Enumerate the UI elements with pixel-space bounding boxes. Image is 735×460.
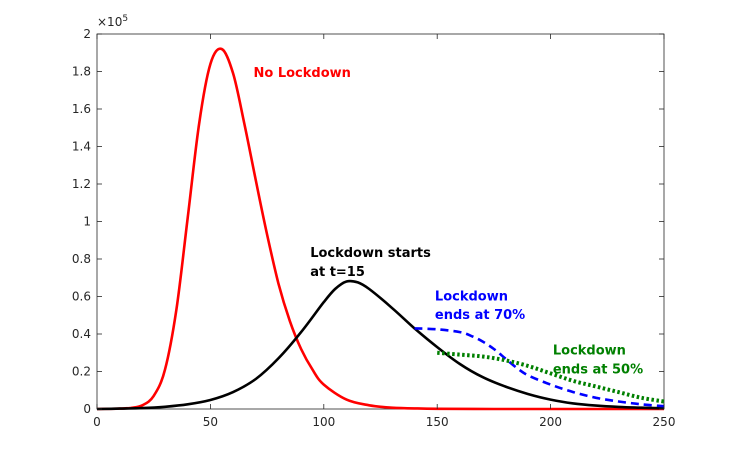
annotation-label: Lockdown xyxy=(435,289,508,304)
annotation-label: at t=15 xyxy=(310,265,365,280)
y-multiplier-base: ×10 xyxy=(97,15,122,29)
x-tick-label: 150 xyxy=(426,415,449,429)
y-tick-label: 1.6 xyxy=(72,102,91,116)
x-tick-label: 0 xyxy=(93,415,101,429)
y-tick-label: 1.4 xyxy=(72,140,91,154)
series-layer xyxy=(96,47,665,411)
y-tick-label: 1.8 xyxy=(72,65,91,79)
y-tick-label: 0.4 xyxy=(72,327,91,341)
annotation-label: ends at 70% xyxy=(435,308,525,323)
annotation-label: Lockdown starts xyxy=(310,246,431,261)
x-tick-label: 200 xyxy=(539,415,562,429)
y-tick-label: 0.8 xyxy=(72,252,91,266)
x-tick-label: 100 xyxy=(312,415,335,429)
y-tick-label: 1 xyxy=(83,215,91,229)
y-tick-label: 1.2 xyxy=(72,177,91,191)
annotations-layer: No Lockdown Lockdown starts at t=15 Lockdow… xyxy=(253,66,643,377)
annotation-label: ends at 50% xyxy=(553,362,643,377)
y-tick-label: 0.6 xyxy=(72,290,91,304)
y-multiplier-exponent: 5 xyxy=(122,14,128,24)
series-line-0 xyxy=(96,47,664,411)
series-line-1 xyxy=(96,279,665,411)
series-line-3 xyxy=(437,350,665,404)
x-tick-label: 50 xyxy=(203,415,218,429)
annotation-label: Lockdown xyxy=(553,344,626,359)
series-line-2 xyxy=(414,327,665,408)
annotation-label: No Lockdown xyxy=(253,66,350,81)
x-tick-label: 250 xyxy=(653,415,676,429)
y-tick-label: 0.2 xyxy=(72,365,91,379)
ticks-layer: 0 50 100 150 200 250 0 0.2 0.4 0.6 0.8 1 1.2 1.4 1.6 1.… xyxy=(72,27,676,429)
y-tick-label: 0 xyxy=(83,402,91,416)
y-tick-label: 2 xyxy=(83,27,91,41)
y-axis-multiplier: ×105 xyxy=(97,14,128,29)
